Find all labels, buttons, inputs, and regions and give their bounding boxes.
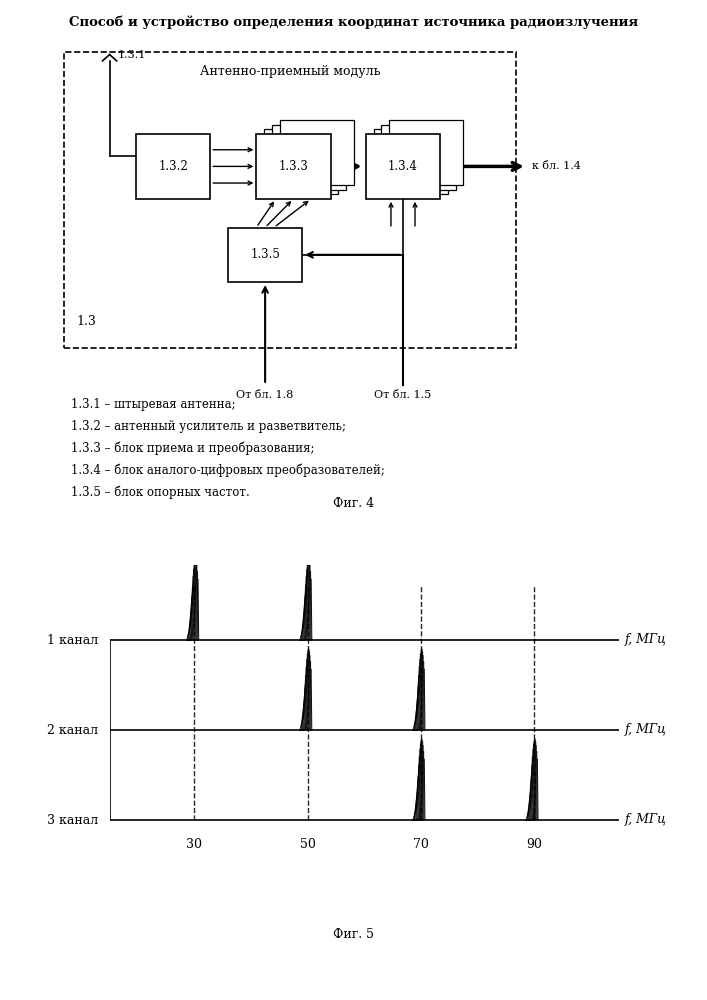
FancyBboxPatch shape — [373, 129, 448, 194]
Text: 70: 70 — [413, 838, 428, 851]
FancyBboxPatch shape — [366, 134, 440, 199]
Text: 1.3.3: 1.3.3 — [279, 160, 308, 173]
Text: От бл. 1.8: От бл. 1.8 — [237, 390, 293, 400]
FancyBboxPatch shape — [271, 125, 346, 190]
Text: Фиг. 4: Фиг. 4 — [333, 497, 374, 510]
FancyBboxPatch shape — [382, 125, 455, 190]
FancyBboxPatch shape — [64, 52, 516, 348]
Text: 1.3.2 – антенный усилитель и разветвитель;: 1.3.2 – антенный усилитель и разветвител… — [71, 420, 346, 433]
Text: 1.3.4 – блок аналого-цифровых преобразователей;: 1.3.4 – блок аналого-цифровых преобразов… — [71, 463, 385, 477]
Text: 1 канал: 1 канал — [47, 634, 98, 647]
Text: Способ и устройство определения координат источника радиоизлучения: Способ и устройство определения координа… — [69, 16, 638, 29]
Text: От бл. 1.5: От бл. 1.5 — [375, 390, 431, 400]
Text: 30: 30 — [187, 838, 202, 851]
Text: 1.3.5: 1.3.5 — [250, 248, 280, 261]
Text: 90: 90 — [526, 838, 542, 851]
FancyBboxPatch shape — [264, 129, 338, 194]
FancyBboxPatch shape — [256, 134, 330, 199]
Text: 50: 50 — [300, 838, 315, 851]
Text: 3 канал: 3 канал — [47, 814, 98, 826]
Text: 1.3.3 – блок приема и преобразования;: 1.3.3 – блок приема и преобразования; — [71, 441, 314, 455]
Text: 1.3.4: 1.3.4 — [388, 160, 418, 173]
FancyBboxPatch shape — [390, 120, 464, 185]
Text: Фиг. 5: Фиг. 5 — [333, 928, 374, 941]
Text: к бл. 1.4: к бл. 1.4 — [532, 161, 581, 171]
Text: f, МГц: f, МГц — [624, 814, 666, 826]
Text: f, МГц: f, МГц — [624, 724, 666, 736]
Text: 1.3.5 – блок опорных частот.: 1.3.5 – блок опорных частот. — [71, 485, 250, 499]
Text: Антенно-приемный модуль: Антенно-приемный модуль — [199, 65, 380, 78]
Text: 1.3.1 – штыревая антенна;: 1.3.1 – штыревая антенна; — [71, 398, 235, 411]
Text: 1.3: 1.3 — [76, 315, 96, 328]
Text: 1.3.2: 1.3.2 — [158, 160, 188, 173]
FancyBboxPatch shape — [279, 120, 354, 185]
Text: f, МГц: f, МГц — [624, 634, 666, 647]
Text: 1.3.1: 1.3.1 — [118, 50, 146, 60]
FancyBboxPatch shape — [228, 228, 303, 282]
FancyBboxPatch shape — [136, 134, 211, 199]
Text: 2 канал: 2 канал — [47, 724, 98, 736]
